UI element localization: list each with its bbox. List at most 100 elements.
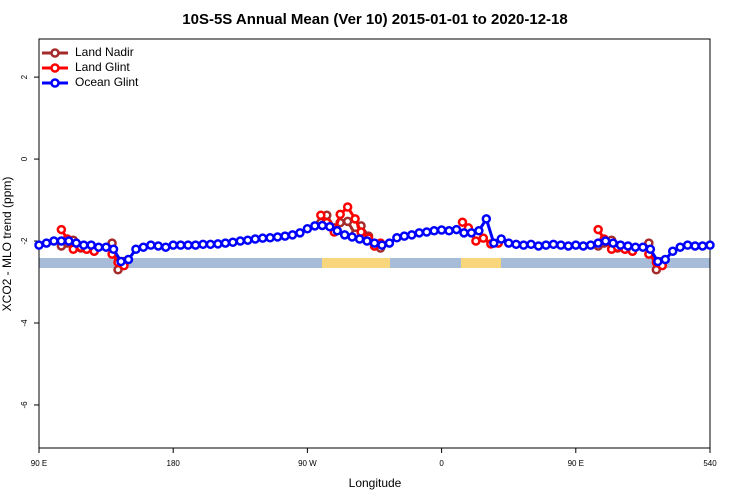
point <box>421 227 432 237</box>
point <box>34 240 44 250</box>
point <box>354 234 365 244</box>
point <box>228 237 238 248</box>
point <box>168 240 178 250</box>
point <box>697 241 708 251</box>
point <box>342 202 353 212</box>
point <box>466 228 477 238</box>
point <box>645 244 656 254</box>
legend-label: Land Nadir <box>75 45 134 59</box>
point <box>653 256 663 267</box>
point <box>317 220 328 231</box>
point <box>407 230 417 240</box>
point <box>350 214 360 224</box>
chart-title: 10S-5S Annual Mean (Ver 10) 2015-01-01 t… <box>182 11 567 28</box>
point <box>369 238 380 248</box>
x-tick-label: 90 W <box>298 459 317 468</box>
point <box>615 240 626 250</box>
point <box>638 242 648 252</box>
point <box>429 226 439 236</box>
point <box>213 239 223 249</box>
point <box>235 236 246 246</box>
point <box>56 224 67 235</box>
point <box>325 221 335 232</box>
point <box>335 209 345 220</box>
point <box>101 242 111 252</box>
legend-marker <box>50 48 60 58</box>
point <box>392 233 402 243</box>
point <box>287 230 298 240</box>
point <box>49 236 59 246</box>
point <box>78 240 89 250</box>
point <box>160 242 171 252</box>
point <box>518 240 529 250</box>
x-tick-label: 90 E <box>31 459 47 468</box>
point <box>471 236 481 246</box>
x-tick-label: 540 <box>703 459 717 468</box>
point <box>310 221 320 231</box>
point <box>690 241 700 251</box>
point <box>623 241 633 251</box>
legend-label: Ocean Glint <box>75 75 139 89</box>
point <box>585 240 596 250</box>
point <box>526 239 536 250</box>
point <box>541 240 551 250</box>
point <box>384 238 395 248</box>
point <box>682 240 693 250</box>
point <box>205 239 216 250</box>
point <box>64 236 74 246</box>
point <box>511 239 521 250</box>
point <box>660 254 671 265</box>
point <box>183 240 193 250</box>
point <box>503 238 514 248</box>
point <box>131 244 141 254</box>
point <box>478 233 489 243</box>
point <box>332 226 342 236</box>
y-tick-label: 2 <box>20 74 29 79</box>
point <box>198 239 208 250</box>
land-strip <box>461 258 501 268</box>
point <box>377 240 387 250</box>
point <box>496 234 506 244</box>
point <box>243 235 253 245</box>
point <box>489 238 499 248</box>
point <box>481 214 492 224</box>
point <box>600 236 611 246</box>
point <box>175 240 186 250</box>
point <box>138 242 149 252</box>
point <box>146 240 156 250</box>
x-axis-title: Longitude <box>349 476 402 490</box>
point <box>667 246 678 257</box>
point <box>608 238 618 248</box>
point <box>362 236 372 246</box>
x-tick-label: 180 <box>167 459 181 468</box>
y-tick-label: -2 <box>20 237 29 245</box>
point <box>316 210 326 220</box>
land-strip <box>322 258 390 268</box>
point <box>533 241 544 251</box>
point <box>257 233 268 243</box>
point <box>220 238 231 248</box>
point <box>571 240 581 250</box>
point <box>250 234 260 244</box>
point <box>414 228 424 238</box>
point <box>548 239 559 250</box>
point <box>116 256 126 267</box>
legend-label: Land Glint <box>75 60 130 74</box>
x-tick-label: 0 <box>439 459 444 468</box>
point <box>457 217 468 227</box>
point <box>71 238 82 248</box>
point <box>556 240 566 250</box>
point <box>578 241 589 251</box>
point <box>675 242 685 252</box>
point <box>302 223 313 234</box>
point <box>563 241 574 251</box>
point <box>272 232 283 242</box>
point <box>630 242 641 252</box>
y-tick-label: 0 <box>20 156 29 161</box>
point <box>41 238 52 248</box>
point <box>86 240 96 250</box>
point <box>190 240 201 250</box>
point <box>474 226 484 236</box>
point <box>347 232 357 242</box>
